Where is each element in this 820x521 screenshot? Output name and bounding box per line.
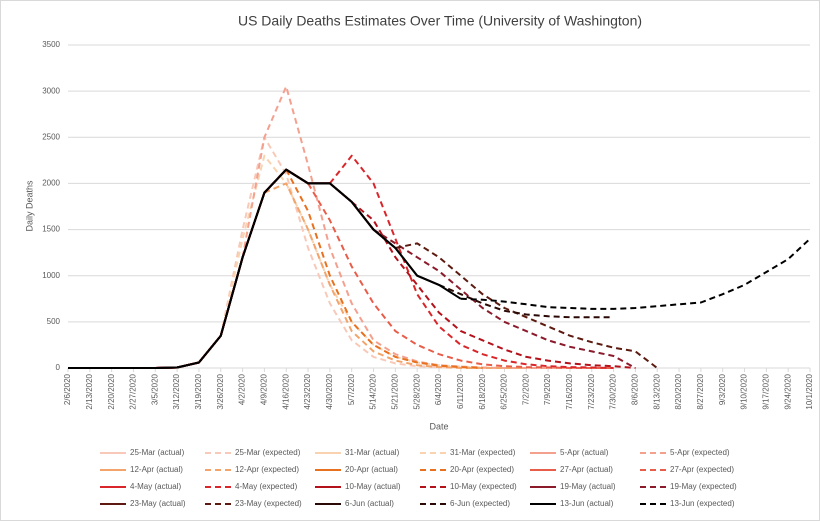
- y-tick-label: 1500: [42, 225, 60, 234]
- legend-label: 4-May (actual): [130, 482, 181, 491]
- x-tick-label: 7/30/2020: [609, 373, 618, 409]
- legend-label: 13-Jun (actual): [560, 499, 614, 508]
- legend-label: 20-Apr (expected): [450, 465, 514, 474]
- legend-label: 27-Apr (expected): [670, 465, 734, 474]
- x-tick-label: 5/21/2020: [390, 373, 399, 409]
- x-tick-label: 9/3/2020: [718, 373, 727, 405]
- legend-label: 31-Mar (actual): [345, 448, 400, 457]
- x-tick-label: 4/23/2020: [303, 373, 312, 409]
- y-tick-label: 2500: [42, 132, 60, 141]
- legend-label: 6-Jun (actual): [345, 499, 394, 508]
- legend-label: 25-Mar (expected): [235, 448, 301, 457]
- y-tick-label: 3000: [42, 86, 60, 95]
- series-line: [68, 168, 462, 369]
- legend-label: 10-May (actual): [345, 482, 401, 491]
- legend-label: 12-Apr (expected): [235, 465, 299, 474]
- x-tick-label: 10/1/2020: [805, 373, 814, 409]
- series-line: [460, 238, 811, 310]
- x-tick-label: 7/2/2020: [521, 373, 530, 405]
- x-tick-label: 7/9/2020: [543, 373, 552, 405]
- legend-label: 4-May (expected): [235, 482, 298, 491]
- x-tick-label: 2/13/2020: [85, 373, 94, 409]
- x-tick-label: 3/19/2020: [194, 373, 203, 409]
- legend-label: 5-Apr (actual): [560, 448, 609, 457]
- y-tick-label: 500: [47, 317, 61, 326]
- x-tick-label: 9/24/2020: [783, 373, 792, 409]
- x-tick-label: 3/12/2020: [172, 373, 181, 409]
- series-line: [438, 283, 614, 319]
- series-line: [372, 228, 636, 369]
- legend-label: 25-Mar (actual): [130, 448, 185, 457]
- legend-label: 6-Jun (expected): [450, 499, 510, 508]
- x-tick-label: 8/20/2020: [674, 373, 683, 409]
- x-tick-label: 4/16/2020: [281, 373, 290, 409]
- y-tick-label: 3500: [42, 40, 60, 49]
- series-line: [351, 201, 636, 369]
- x-tick-label: 4/2/2020: [238, 373, 247, 405]
- legend-label: 13-Jun (expected): [670, 499, 735, 508]
- series-line: [264, 182, 527, 369]
- series-line: [307, 182, 614, 369]
- series-line: [285, 169, 483, 369]
- legend-label: 31-Mar (expected): [450, 448, 516, 457]
- series-line: [395, 242, 658, 369]
- x-tick-label: 9/10/2020: [740, 373, 749, 409]
- y-tick-label: 2000: [42, 179, 60, 188]
- x-tick-label: 6/11/2020: [456, 373, 465, 409]
- chart-title: US Daily Deaths Estimates Over Time (Uni…: [238, 13, 642, 29]
- legend-label: 19-May (expected): [670, 482, 737, 491]
- x-tick-label: 6/18/2020: [478, 373, 487, 409]
- y-tick-label: 1000: [42, 271, 60, 280]
- legend-label: 27-Apr (actual): [560, 465, 613, 474]
- x-tick-label: 5/28/2020: [412, 373, 421, 409]
- series-line: [329, 154, 614, 369]
- x-tick-label: 7/16/2020: [565, 373, 574, 409]
- x-tick-label: 2/27/2020: [129, 373, 138, 409]
- x-tick-label: 6/4/2020: [434, 373, 443, 405]
- x-tick-label: 3/26/2020: [216, 373, 225, 409]
- x-tick-label: 8/6/2020: [631, 373, 640, 405]
- x-tick-label: 9/17/2020: [761, 373, 770, 409]
- y-axis-title: Daily Deaths: [24, 180, 34, 232]
- x-tick-label: 6/25/2020: [500, 373, 509, 409]
- legend-label: 10-May (expected): [450, 482, 517, 491]
- x-tick-label: 4/9/2020: [260, 373, 269, 405]
- y-tick-label: 0: [56, 363, 61, 372]
- x-tick-label: 2/6/2020: [63, 373, 72, 405]
- x-tick-label: 2/20/2020: [107, 373, 116, 409]
- x-tick-label: 5/7/2020: [347, 373, 356, 405]
- legend-label: 20-Apr (actual): [345, 465, 398, 474]
- x-tick-label: 8/13/2020: [652, 373, 661, 409]
- x-tick-label: 3/5/2020: [150, 373, 159, 405]
- legend-label: 12-Apr (actual): [130, 465, 183, 474]
- legend-label: 23-May (actual): [130, 499, 186, 508]
- x-axis-title: Date: [429, 421, 448, 431]
- x-tick-label: 7/23/2020: [587, 373, 596, 409]
- legend-label: 23-May (expected): [235, 499, 302, 508]
- x-tick-label: 4/30/2020: [325, 373, 334, 409]
- x-tick-label: 8/27/2020: [696, 373, 705, 409]
- legend-label: 5-Apr (expected): [670, 448, 730, 457]
- legend-label: 19-May (actual): [560, 482, 616, 491]
- x-tick-label: 5/14/2020: [369, 373, 378, 409]
